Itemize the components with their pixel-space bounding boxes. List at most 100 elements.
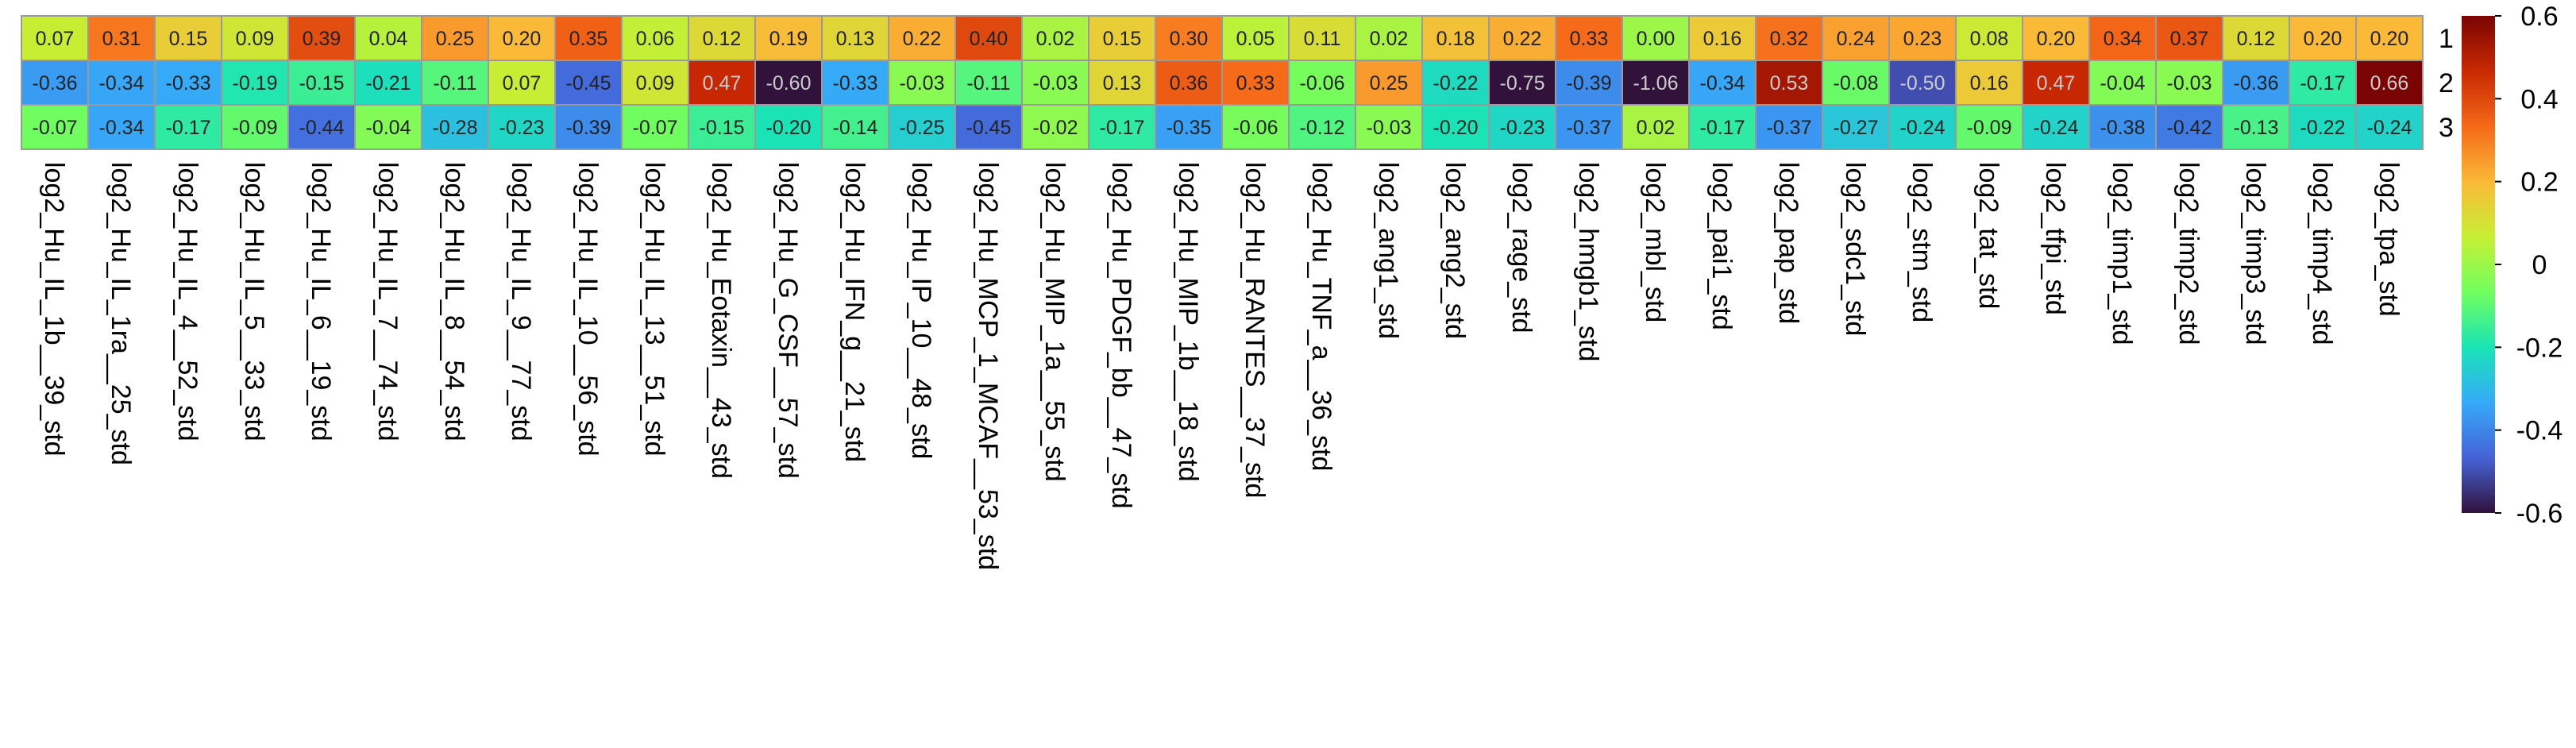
cell-value-label: 0.08: [1970, 28, 2009, 50]
heatmap-cell: [954, 104, 1023, 150]
cell-value-label: 0.15: [169, 28, 208, 50]
cell-value-label: 0.33: [1236, 72, 1275, 94]
cell-value-label: -0.23: [499, 117, 545, 139]
heatmap-cell: [1288, 104, 1356, 150]
heatmap-cell: [1421, 15, 1490, 61]
cell-value-label: 0.40: [970, 28, 1008, 50]
cell-value-label: 0.16: [1970, 72, 2009, 94]
cell-value-label: 0.16: [1703, 28, 1742, 50]
cell-value-label: 0.19: [769, 28, 808, 50]
heatmap-cell: [221, 104, 289, 150]
heatmap-cell: [1088, 104, 1156, 150]
cell-value-label: 0.07: [36, 28, 75, 50]
cell-value-label: 0.04: [369, 28, 408, 50]
cell-value-label: -0.27: [1834, 117, 1879, 139]
cell-value-label: 0.05: [1236, 28, 1275, 50]
heatmap-cell: [1355, 104, 1423, 150]
cell-value-label: 0.12: [2237, 28, 2276, 50]
cell-value-label: 0.25: [1370, 72, 1409, 94]
column-label: log2_timp2_std: [2173, 162, 2204, 345]
heatmap-cell: [754, 15, 823, 61]
cell-value-label: -0.06: [1300, 72, 1345, 94]
heatmap-cell: [1021, 104, 1089, 150]
row-label: 1: [2439, 24, 2454, 54]
cell-value-label: -0.36: [33, 72, 78, 94]
heatmap-cell: [421, 104, 489, 150]
cell-value-label: -1.06: [1633, 72, 1679, 94]
heatmap-cell: [688, 60, 756, 106]
cell-value-label: -0.37: [1767, 117, 1812, 139]
cell-value-label: 0.22: [903, 28, 942, 50]
column-label: log2_ang1_std: [1373, 162, 1403, 339]
cell-value-label: 0.02: [1637, 117, 1676, 139]
cell-value-label: -0.23: [1500, 117, 1545, 139]
cell-value-label: -0.33: [833, 72, 878, 94]
cell-value-label: -0.14: [833, 117, 878, 139]
cell-value-label: 0.66: [2370, 72, 2409, 94]
heatmap-cell: [1288, 15, 1356, 61]
heatmap-cell: [354, 104, 422, 150]
cell-value-label: 0.47: [2037, 72, 2076, 94]
heatmap-cell: [87, 104, 156, 150]
cell-value-label: 0.24: [1837, 28, 1876, 50]
cell-value-label: -0.39: [1567, 72, 1612, 94]
heatmap-cell: [1488, 104, 1556, 150]
cell-value-label: 0.39: [303, 28, 341, 50]
cell-value-label: -0.17: [1100, 117, 1145, 139]
cell-value-label: -0.42: [2167, 117, 2212, 139]
cell-value-label: -0.20: [1433, 117, 1479, 139]
heatmap-cell: [287, 104, 356, 150]
row-label: 3: [2439, 113, 2454, 143]
cell-value-label: -0.24: [2034, 117, 2079, 139]
cell-value-label: 0.02: [1370, 28, 1409, 50]
cell-value-label: -0.45: [966, 117, 1012, 139]
colorbar-tick-label: -0.2: [2516, 333, 2563, 363]
heatmap-cell: [1755, 104, 1823, 150]
heatmap-cell: [1088, 15, 1156, 61]
cell-value-label: -0.36: [2234, 72, 2279, 94]
heatmap-cell: [21, 104, 89, 150]
heatmap-cell: [1488, 15, 1556, 61]
heatmap-cell: [1622, 60, 1690, 106]
heatmap-cell: [621, 60, 689, 106]
column-label: log2_Hu_IL_1ra__25_std: [106, 162, 136, 465]
row-label: 2: [2439, 68, 2454, 98]
cell-value-label: -0.15: [700, 117, 745, 139]
cell-value-label: 0.07: [503, 72, 542, 94]
colorbar-tick-label: -0.4: [2516, 416, 2563, 446]
cell-value-label: -0.15: [299, 72, 345, 94]
cell-value-label: -0.75: [1500, 72, 1545, 94]
colorbar-tick-label: 0.2: [2520, 168, 2558, 198]
cell-value-label: -0.04: [366, 117, 411, 139]
colorbar-gradient: [2462, 16, 2495, 513]
heatmap-cell: [1955, 60, 2023, 106]
cell-value-label: 0.35: [569, 28, 608, 50]
heatmap-cell: [2155, 60, 2223, 106]
cell-value-label: -0.03: [900, 72, 945, 94]
heatmap-cell: [1221, 15, 1290, 61]
column-label: log2_Hu_PDGF_bb__47_std: [1106, 162, 1136, 509]
heatmap-cell: [1221, 60, 1290, 106]
cell-value-label: 0.02: [1036, 28, 1075, 50]
column-label: log2_stm_std: [1907, 162, 1937, 322]
heatmap-cell: [1955, 104, 2023, 150]
cell-value-label: 0.09: [236, 28, 275, 50]
cell-value-label: -0.04: [2100, 72, 2146, 94]
cell-value-label: 0.20: [2304, 28, 2343, 50]
column-label: log2_Hu_IFN_g__21_std: [839, 162, 870, 462]
column-label: log2_Hu_MIP_1a__55_std: [1039, 162, 1070, 482]
heatmap-cell: [1822, 60, 1890, 106]
cell-value-label: 0.13: [1103, 72, 1142, 94]
cell-value-label: -0.11: [966, 72, 1010, 94]
cell-value-label: -0.38: [2100, 117, 2146, 139]
cell-value-label: 0.18: [1436, 28, 1475, 50]
cell-value-label: 0.12: [703, 28, 742, 50]
cell-value-label: -0.06: [1233, 117, 1278, 139]
cell-value-label: -0.08: [1834, 72, 1879, 94]
column-label: log2_Hu_MIP_1b__18_std: [1173, 162, 1203, 482]
cell-value-label: 0.00: [1637, 28, 1676, 50]
column-label: log2_Hu_IL_6__19_std: [306, 162, 336, 441]
heatmap-cell: [2022, 15, 2090, 61]
heatmap-cell: [2022, 60, 2090, 106]
heatmap-cell: [2355, 60, 2424, 106]
